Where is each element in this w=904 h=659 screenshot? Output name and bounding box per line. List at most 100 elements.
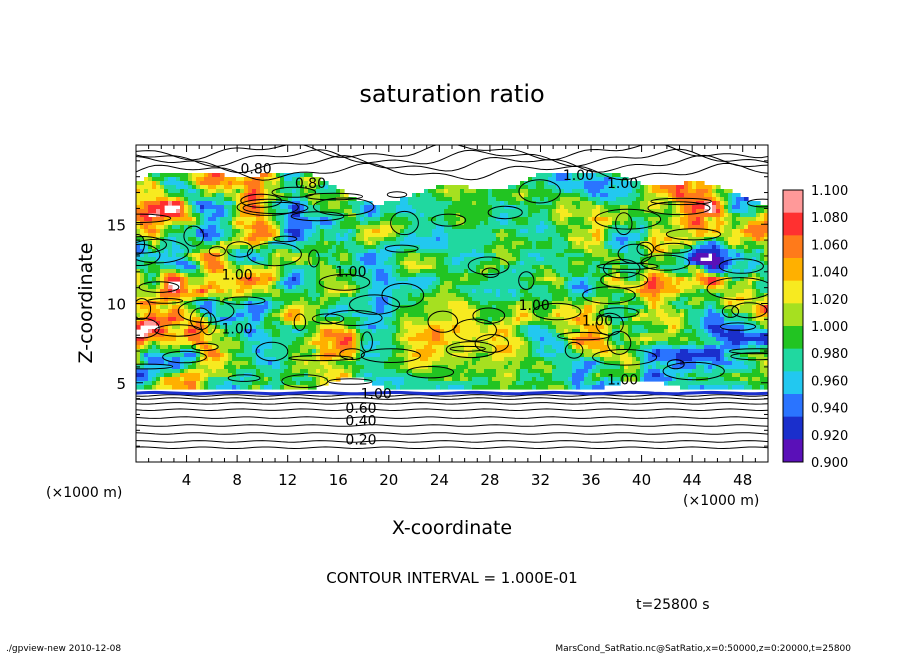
field-cell bbox=[688, 385, 701, 390]
field-cell bbox=[704, 301, 717, 306]
contour-line bbox=[136, 424, 768, 427]
field-cell bbox=[584, 377, 593, 382]
field-cell bbox=[728, 197, 733, 202]
field-cell bbox=[612, 333, 621, 338]
field-cell bbox=[532, 265, 541, 270]
field-cell bbox=[316, 181, 321, 186]
field-cell bbox=[600, 333, 609, 338]
field-cell bbox=[492, 193, 513, 198]
field-cell bbox=[264, 257, 269, 262]
field-cell bbox=[688, 253, 693, 258]
field-cell bbox=[596, 237, 601, 242]
field-cell bbox=[556, 201, 573, 206]
field-cell bbox=[252, 345, 273, 350]
field-cell bbox=[512, 345, 521, 350]
field-cell bbox=[408, 233, 417, 238]
field-cell bbox=[244, 177, 253, 182]
field-cell bbox=[340, 373, 349, 378]
field-cell bbox=[224, 189, 233, 194]
field-cell bbox=[744, 325, 757, 330]
field-cell bbox=[304, 237, 309, 242]
field-cell bbox=[168, 313, 181, 318]
field-cell bbox=[296, 189, 301, 194]
field-cell bbox=[300, 205, 305, 210]
field-cell bbox=[580, 325, 585, 330]
contour-interval: CONTOUR INTERVAL = 1.000E-01 bbox=[326, 569, 577, 587]
field-cell bbox=[200, 221, 205, 226]
field-cell bbox=[428, 325, 441, 330]
field-cell bbox=[348, 341, 353, 346]
field-cell bbox=[372, 309, 377, 314]
field-cell bbox=[708, 273, 717, 278]
contour-lines: 0.800.80 1.00 1.001.001.001.001.001.001.00… bbox=[136, 145, 768, 450]
field-cell bbox=[484, 265, 497, 270]
field-cell bbox=[676, 357, 693, 362]
field-cell bbox=[148, 333, 165, 338]
field-cell bbox=[464, 373, 497, 378]
field-cell bbox=[276, 225, 281, 230]
field-cell bbox=[748, 225, 768, 230]
field-cell bbox=[232, 201, 237, 206]
field-cell bbox=[308, 217, 321, 222]
field-cell bbox=[568, 217, 585, 222]
field-cell bbox=[208, 225, 217, 230]
field-cell bbox=[484, 221, 489, 226]
field-cell bbox=[672, 225, 681, 230]
field-cell bbox=[348, 293, 353, 298]
field-cell bbox=[272, 221, 277, 226]
field-cell bbox=[328, 369, 345, 374]
field-cell bbox=[200, 361, 225, 366]
field-cell bbox=[188, 197, 225, 202]
field-cell bbox=[144, 385, 153, 390]
field-cell bbox=[748, 221, 765, 226]
field-cell bbox=[180, 289, 189, 294]
field-cell bbox=[740, 269, 745, 274]
field-cell bbox=[368, 269, 373, 274]
field-cell bbox=[656, 365, 669, 370]
field-cell bbox=[760, 213, 765, 218]
field-cell bbox=[144, 181, 153, 186]
field-cell bbox=[764, 213, 768, 218]
field-cell bbox=[180, 361, 185, 366]
colorbar-label: 0.900 bbox=[811, 456, 848, 471]
field-cell bbox=[180, 209, 185, 214]
field-cell bbox=[644, 297, 649, 302]
colorbar-label: 0.940 bbox=[811, 402, 848, 417]
field-cell bbox=[568, 261, 573, 266]
field-cell bbox=[428, 285, 437, 290]
field-cell bbox=[716, 201, 721, 206]
field-cell bbox=[232, 185, 245, 190]
field-cell bbox=[528, 329, 549, 334]
field-cell bbox=[272, 333, 281, 338]
field-cell bbox=[208, 269, 213, 274]
field-cell bbox=[728, 281, 737, 286]
field-cell bbox=[196, 257, 201, 262]
field-cell bbox=[720, 297, 725, 302]
field-cell bbox=[204, 301, 213, 306]
field-cell bbox=[552, 369, 573, 374]
field-cell bbox=[516, 233, 561, 238]
field-cell bbox=[360, 229, 365, 234]
field-cell bbox=[580, 345, 589, 350]
field-cell bbox=[668, 301, 673, 306]
field-cell bbox=[444, 213, 457, 218]
field-cell bbox=[448, 253, 461, 258]
field-cell bbox=[724, 341, 733, 346]
contour-loop bbox=[154, 324, 202, 337]
field-cell bbox=[564, 237, 569, 242]
field-cell bbox=[700, 325, 705, 330]
field-cell bbox=[588, 229, 597, 234]
field-cell bbox=[696, 333, 709, 338]
field-cell bbox=[280, 317, 285, 322]
field-cell bbox=[544, 357, 581, 362]
field-cell bbox=[632, 317, 641, 322]
field-cell bbox=[364, 253, 377, 258]
field-cell bbox=[528, 253, 541, 258]
field-cell bbox=[300, 317, 305, 322]
field-cell bbox=[168, 325, 173, 330]
field-cell bbox=[564, 381, 573, 386]
field-cell bbox=[236, 249, 241, 254]
field-cell bbox=[604, 225, 609, 230]
field-cell bbox=[724, 241, 729, 246]
field-cell bbox=[708, 277, 717, 282]
